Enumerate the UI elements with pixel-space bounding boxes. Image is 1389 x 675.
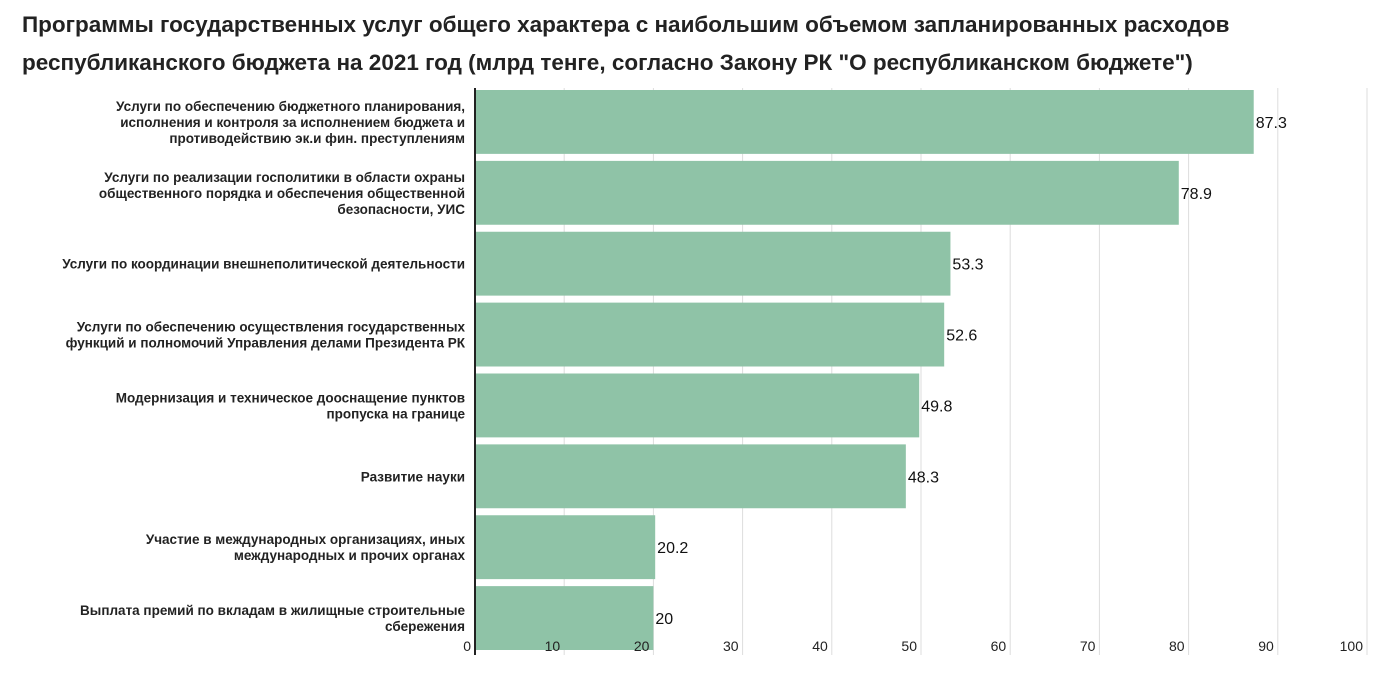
category-label: Развитие науки [361,469,465,484]
category-label: Услуги по обеспечению осуществления госу… [77,320,466,335]
data-label: 48.3 [908,469,939,486]
x-tick-label: 80 [1169,638,1185,654]
category-label: Услуги по координации внешнеполитической… [62,257,465,272]
data-label: 49.8 [921,398,952,415]
category-label: функций и полномочий Управления делами П… [66,336,466,351]
category-label: Услуги по обеспечению бюджетного планиро… [116,99,465,114]
x-tick-label: 10 [545,638,561,654]
x-tick-label: 90 [1258,638,1274,654]
category-label: Участие в международных организациях, ин… [146,532,466,547]
data-label: 20 [655,611,673,628]
x-tick-label: 40 [812,638,828,654]
category-label: Модернизация и техническое дооснащение п… [116,390,465,405]
x-tick-label: 20 [634,638,650,654]
category-label: Услуги по реализации госполитики в облас… [104,170,465,185]
bar [475,373,920,438]
category-label: пропуска на границе [326,406,465,421]
category-label: сбережения [385,619,465,634]
category-label: общественного порядка и обеспечения обще… [99,186,465,201]
category-label: исполнения и контроля за исполнением бюд… [120,115,465,130]
bar [475,586,654,650]
x-tick-label: 60 [991,638,1007,654]
bar [475,231,951,296]
data-label: 53.3 [952,257,983,274]
x-tick-label: 50 [901,638,917,654]
bar [475,302,945,367]
x-tick-label: 30 [723,638,739,654]
category-label: противодействию эк.и фин. преступлениям [169,131,465,146]
data-label: 87.3 [1256,115,1287,132]
bar [475,444,906,509]
bar [475,515,656,580]
bar [475,90,1254,154]
x-tick-label: 100 [1340,638,1364,654]
data-label: 78.9 [1181,186,1212,203]
category-label: безопасности, УИС [337,202,465,217]
data-label: 20.2 [657,540,688,557]
category-label: Выплата премий по вкладам в жилищные стр… [80,603,465,618]
x-tick-label: 70 [1080,638,1096,654]
data-label: 52.6 [946,328,977,345]
bar [475,160,1179,225]
x-tick-label: 0 [463,638,471,654]
category-label: международных и прочих органах [234,548,466,563]
chart-title: Программы государственных услуг общего х… [22,12,1230,75]
